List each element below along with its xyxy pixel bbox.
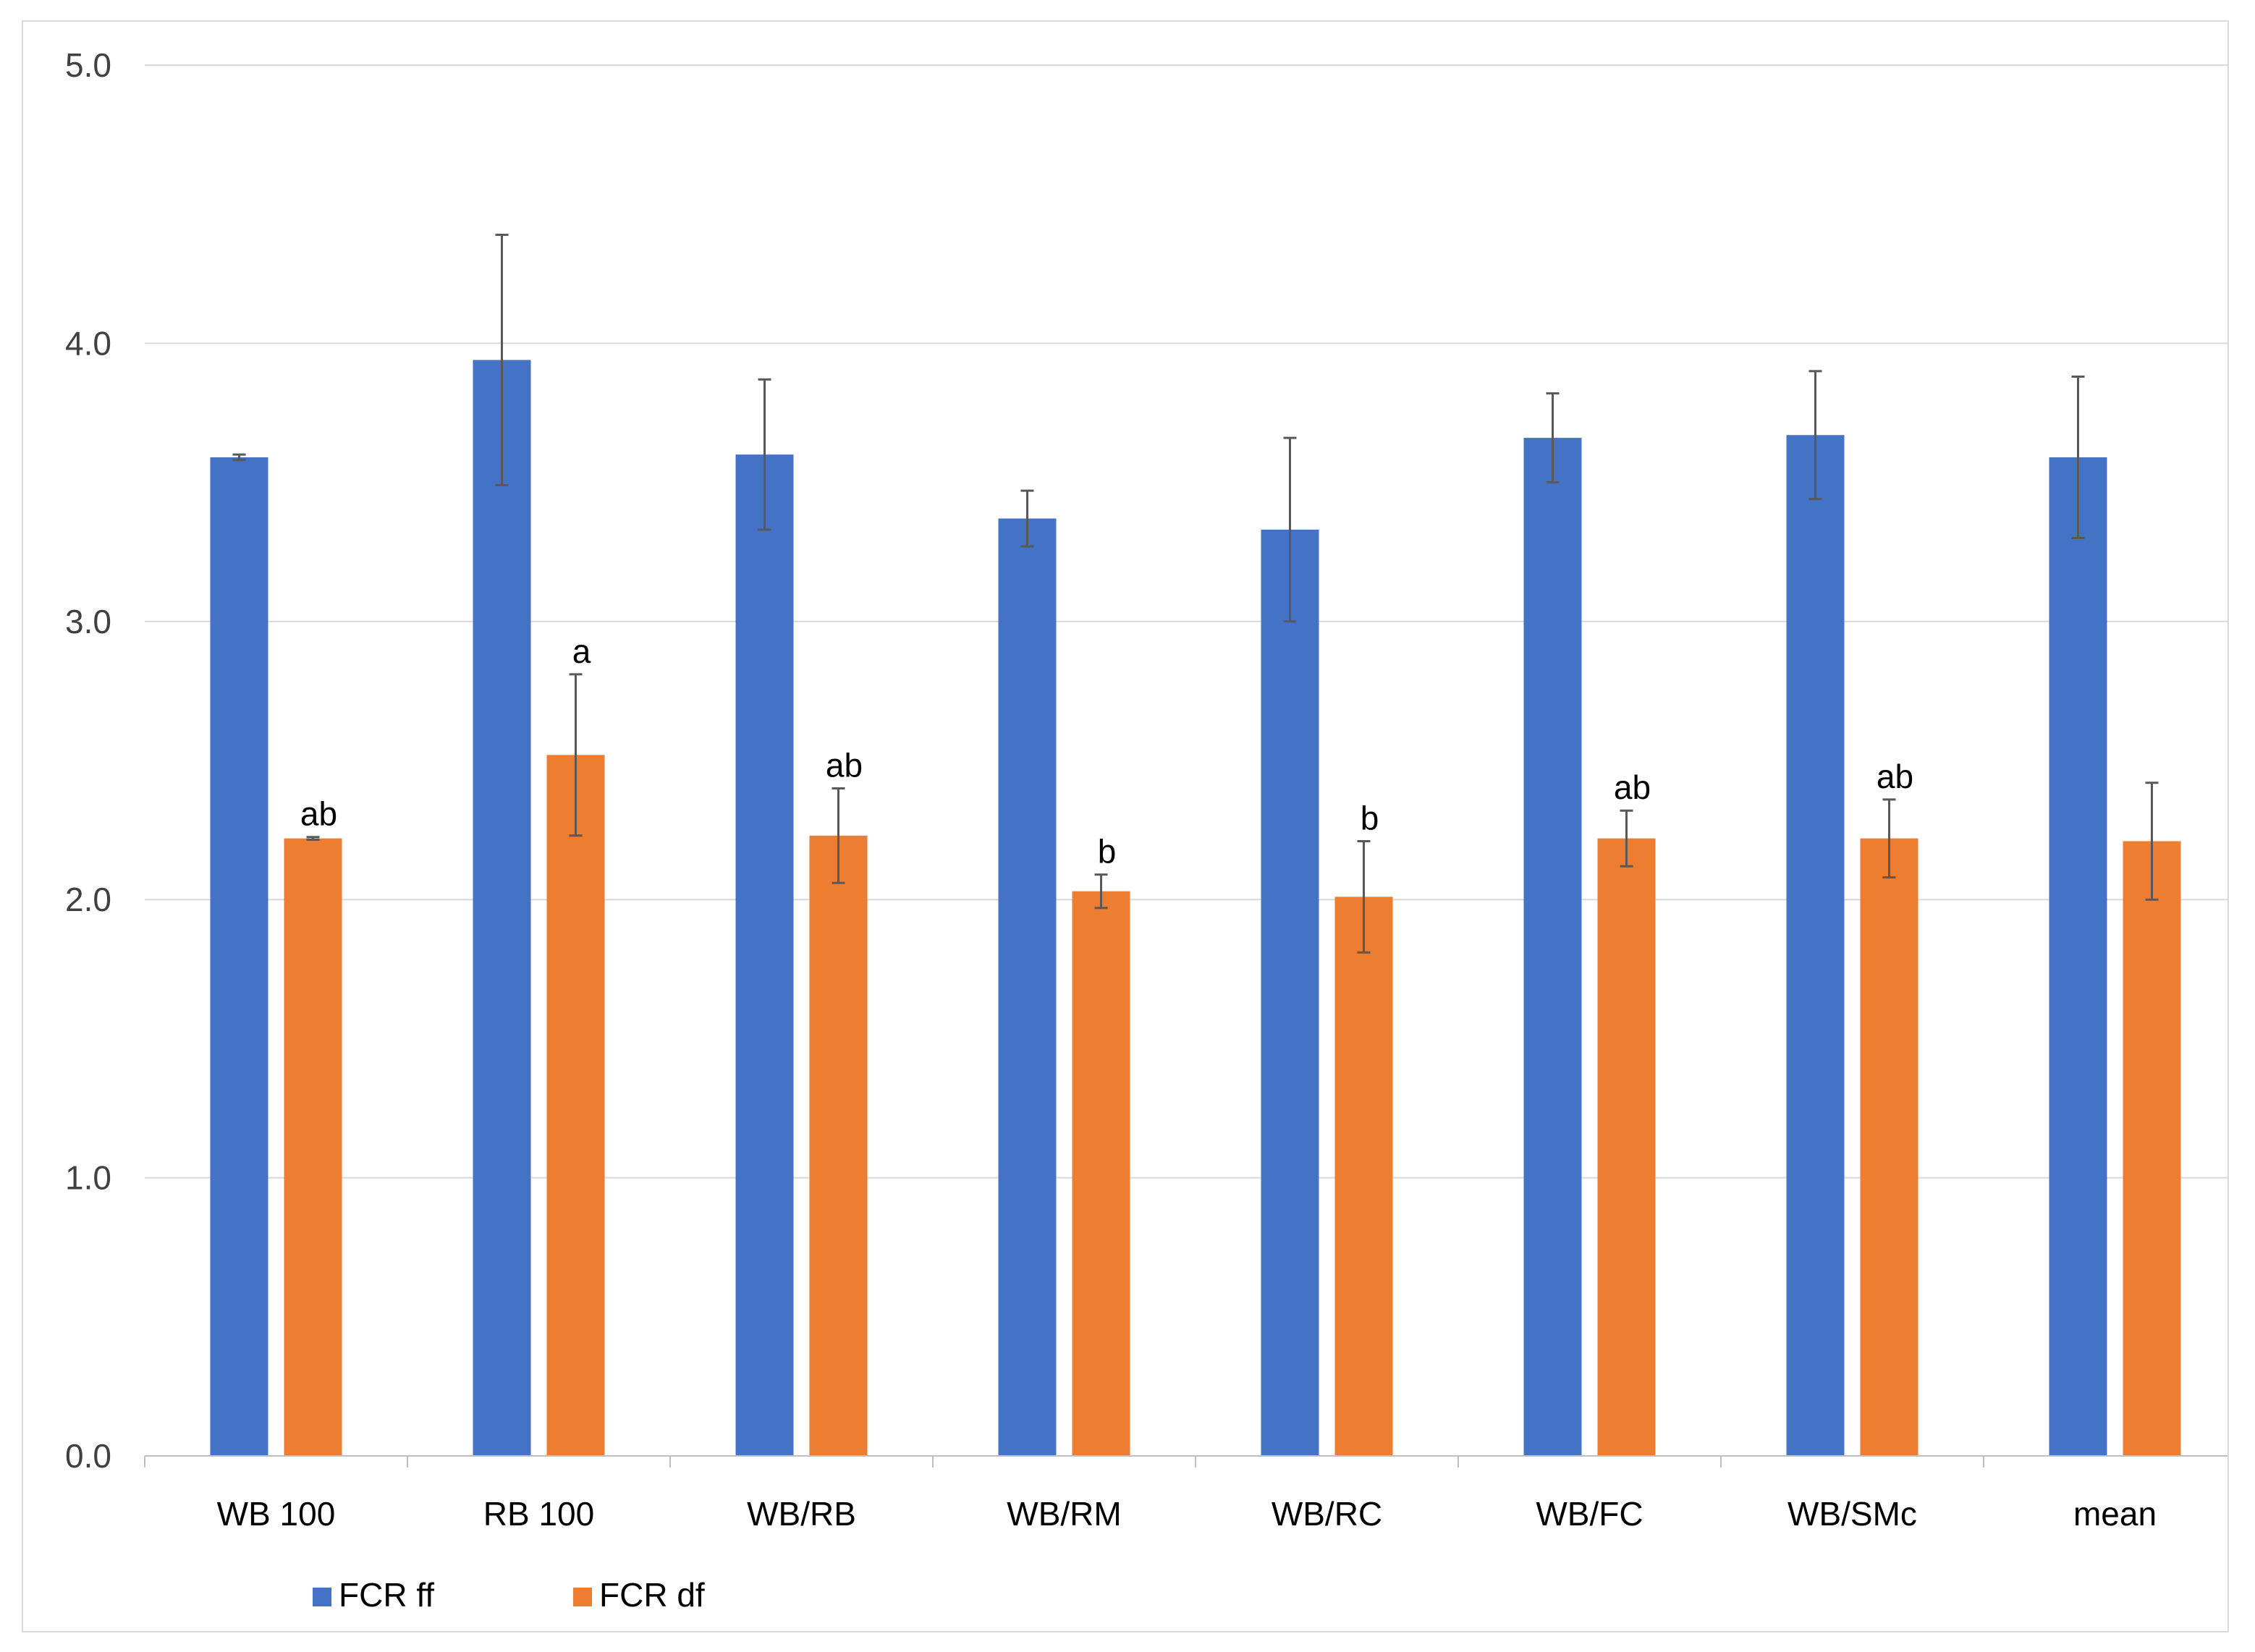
bar-fcr-ff <box>2049 457 2107 1456</box>
y-tick-label: 3.0 <box>65 603 111 640</box>
legend-swatch <box>313 1588 331 1606</box>
bar-fcr-df <box>1072 891 1130 1456</box>
y-tick-label: 0.0 <box>65 1437 111 1475</box>
x-category-label: WB/RM <box>1007 1495 1121 1533</box>
bar-fcr-ff <box>473 360 531 1456</box>
bar-fcr-ff <box>735 454 794 1457</box>
x-category-label: WB 100 <box>217 1495 336 1533</box>
bar-chart: 0.0 1.0 2.0 3.0 4.0 5.0 ab a ab b b ab ab WB 100 RB … <box>65 46 2228 1614</box>
bar-fcr-ff <box>1786 435 1845 1457</box>
legend: FCR ff FCR df <box>313 1576 705 1614</box>
bar-fcr-ff <box>210 457 268 1456</box>
significance-label: ab <box>826 746 863 784</box>
bars <box>210 360 2181 1457</box>
bar-fcr-df <box>809 835 868 1456</box>
chart-frame: 0.0 1.0 2.0 3.0 4.0 5.0 ab a ab b b ab ab WB 100 RB … <box>22 20 2229 1632</box>
bar-fcr-df <box>1597 838 1656 1456</box>
bar-fcr-ff <box>998 518 1057 1456</box>
bar-fcr-df <box>2123 841 2181 1456</box>
significance-label: a <box>572 632 591 670</box>
error-bars <box>232 233 2159 954</box>
bar-fcr-df <box>546 755 605 1456</box>
y-tick-label: 2.0 <box>65 881 111 918</box>
significance-label: ab <box>1877 758 1913 795</box>
bar-fcr-df <box>1860 838 1918 1456</box>
x-axis <box>144 1455 2228 1467</box>
significance-label: ab <box>1614 768 1651 806</box>
x-category-label: mean <box>2073 1495 2157 1533</box>
significance-label: ab <box>300 795 337 833</box>
x-category-label: WB/FC <box>1536 1495 1643 1533</box>
y-tick-label: 4.0 <box>65 324 111 362</box>
y-tick-label: 5.0 <box>65 46 111 84</box>
x-axis-category-labels: WB 100 RB 100 WB/RB WB/RM WB/RC WB/FC WB/SMc me… <box>217 1495 2157 1533</box>
bar-fcr-df <box>284 838 342 1456</box>
significance-label: b <box>1098 833 1117 871</box>
x-category-label: WB/RC <box>1272 1495 1382 1533</box>
legend-label: FCR df <box>599 1576 705 1614</box>
y-axis-tick-labels: 0.0 1.0 2.0 3.0 4.0 5.0 <box>65 46 111 1475</box>
significance-label: b <box>1361 799 1379 836</box>
x-category-label: RB 100 <box>483 1495 594 1533</box>
bar-fcr-ff <box>1261 529 1319 1456</box>
x-category-label: WB/SMc <box>1788 1495 1917 1533</box>
x-category-label: WB/RB <box>747 1495 856 1533</box>
bar-fcr-df <box>1334 897 1393 1456</box>
bar-fcr-ff <box>1523 438 1582 1457</box>
y-tick-label: 1.0 <box>65 1159 111 1197</box>
significance-labels: ab a ab b b ab ab <box>300 632 1913 871</box>
legend-label: FCR ff <box>339 1576 434 1614</box>
legend-swatch <box>573 1588 592 1606</box>
